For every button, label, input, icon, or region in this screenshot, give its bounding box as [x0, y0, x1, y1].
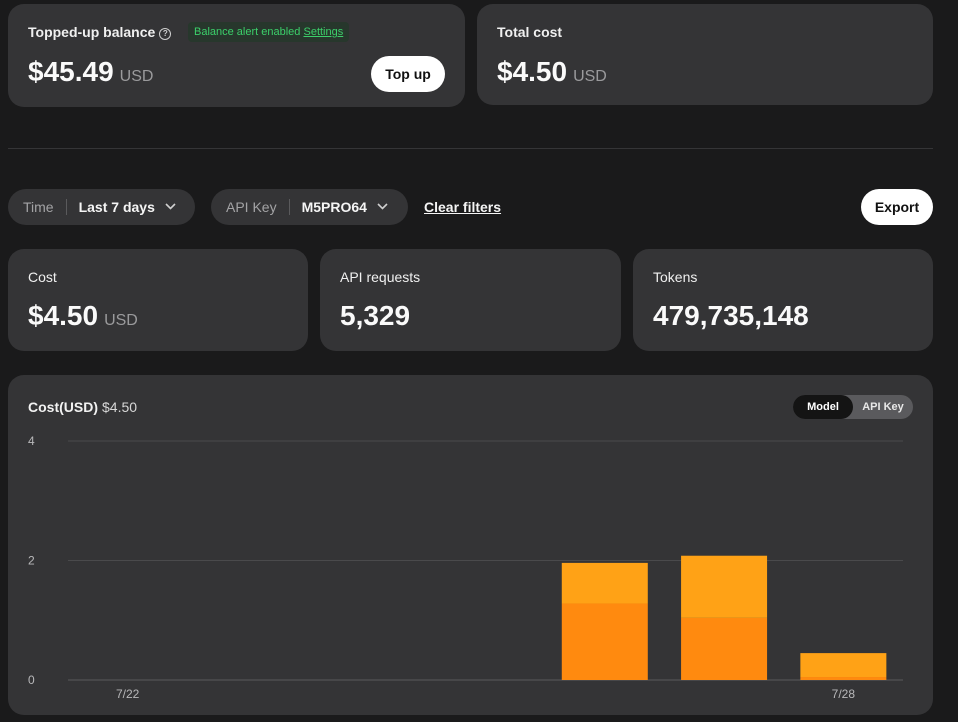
cost-stat-title: Cost	[28, 269, 57, 285]
balance-amount-value: $45.49	[28, 56, 114, 87]
export-button[interactable]: Export	[861, 189, 933, 225]
cost-stat-card: Cost $4.50 USD	[8, 249, 308, 351]
total-cost-amount: $4.50 USD	[497, 56, 607, 88]
balance-unit: USD	[119, 68, 154, 85]
api-key-filter[interactable]: API Key M5PRO64	[211, 189, 408, 225]
chart-title-text: Cost(USD)	[28, 399, 98, 415]
balance-title-text: Topped-up balance	[28, 24, 156, 40]
question-circle-icon[interactable]: ?	[159, 28, 172, 40]
api-requests-value: 5,329	[340, 300, 411, 331]
tokens-title: Tokens	[653, 269, 698, 285]
balance-title: Topped-up balance?	[28, 24, 172, 40]
clear-filters-link[interactable]: Clear filters	[424, 199, 502, 215]
time-filter-value: Last 7 days	[78, 199, 155, 215]
settings-link[interactable]: Settings	[303, 26, 344, 38]
time-filter-separator	[65, 199, 67, 215]
balance-card: Topped-up balance? Balance alert enabled…	[8, 4, 465, 107]
api-requests-title: API requests	[340, 269, 421, 285]
chart-title: Cost(USD) $4.50	[28, 399, 137, 415]
group-by-toggle: Model API Key	[793, 395, 913, 419]
cost-chart-panel	[8, 375, 933, 715]
balance-amount: $45.49 USD	[28, 56, 153, 88]
toggle-api-key[interactable]: API Key	[862, 401, 904, 413]
total-cost-card: Total cost $4.50 USD	[477, 4, 933, 105]
time-filter[interactable]: Time Last 7 days	[8, 189, 195, 225]
chevron-down-icon	[165, 201, 176, 213]
cost-stat-value: $4.50	[28, 300, 99, 331]
chart-total: $4.50	[102, 399, 138, 415]
chevron-down-icon	[377, 201, 388, 213]
cost-stat-amount: $4.50 USD	[28, 300, 138, 332]
total-cost-unit: USD	[573, 68, 607, 85]
top-up-button[interactable]: Top up	[371, 56, 445, 92]
total-cost-value: $4.50	[497, 56, 568, 87]
time-filter-label: Time	[23, 199, 54, 215]
cost-stat-unit: USD	[104, 312, 138, 329]
tokens-value: 479,735,148	[653, 300, 809, 331]
toggle-model[interactable]: Model	[793, 395, 853, 419]
api-key-filter-value: M5PRO64	[301, 199, 367, 215]
total-cost-title: Total cost	[497, 24, 563, 40]
balance-alert-badge: Balance alert enabled Settings	[188, 22, 350, 42]
balance-alert-text: Balance alert enabled	[194, 26, 301, 38]
tokens-card: Tokens 479,735,148	[633, 249, 933, 351]
api-key-filter-separator	[288, 199, 290, 215]
section-divider	[8, 148, 933, 149]
api-requests-card: API requests 5,329	[320, 249, 621, 351]
api-key-filter-label: API Key	[226, 199, 277, 215]
